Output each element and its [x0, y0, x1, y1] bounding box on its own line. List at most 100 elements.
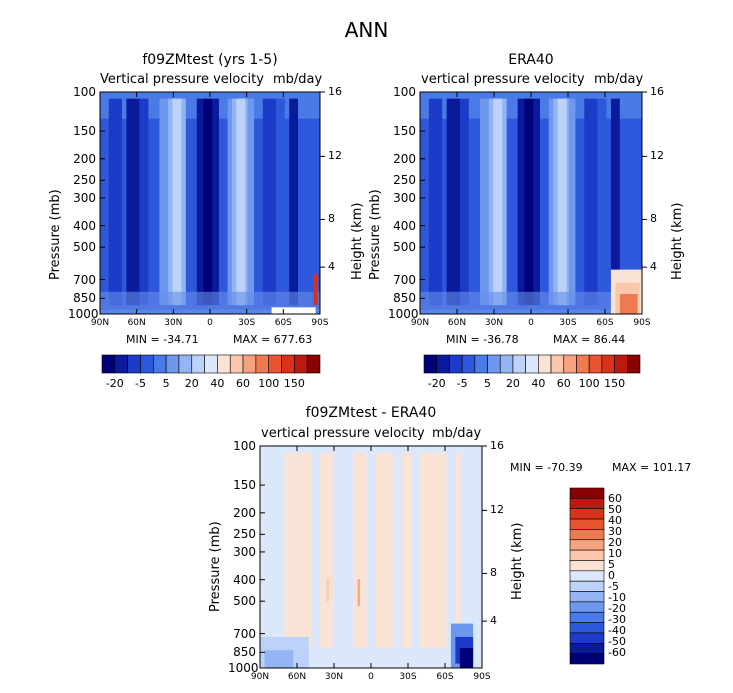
panel-obs-title: ERA40 [508, 52, 554, 68]
model-ytick-right-label: 16 [328, 85, 342, 98]
model-colorbar-box [101, 354, 116, 374]
model-colorbar-box [140, 354, 154, 374]
diff-xtick-label: 60S [436, 672, 454, 682]
obs-ytick-label: 1000 [388, 307, 419, 321]
obs-ytick-label: 200 [393, 151, 416, 166]
diff-colorbar-label: 50 [608, 503, 622, 516]
figure-title: ANN [344, 18, 389, 42]
model-colorbar-box [281, 354, 295, 374]
model-ytick-label: 250 [73, 173, 96, 188]
diff-colorbar-box [569, 632, 605, 644]
obs-colorbar-label: -20 [427, 377, 446, 390]
model-colorbar-box [217, 354, 231, 374]
diff-xtick-label: 0 [368, 672, 374, 682]
model-ytick-label: 1000 [68, 307, 99, 321]
diff-colorbar-label: 40 [608, 514, 622, 527]
obs-colorbar-label: 40 [531, 377, 546, 390]
panel-diff-units: mb/day [432, 426, 482, 441]
panel-model-units: mb/day [273, 72, 323, 87]
obs-colorbar-box [474, 354, 488, 374]
model-colorbar-box [127, 354, 141, 374]
model-colorbar-label: 150 [283, 377, 305, 390]
diff-colorbar-box [569, 622, 605, 634]
panel-model-min: MIN = -34.71 [126, 333, 199, 346]
diff-colorbar-box [569, 539, 605, 551]
obs-column [446, 98, 460, 306]
diff-positive-band [353, 452, 367, 649]
obs-column [524, 98, 534, 306]
model-column [172, 98, 182, 306]
diff-colorbar-box [569, 498, 605, 510]
diff-colorbar-label: -50 [608, 635, 626, 648]
diff-negative-core [459, 648, 474, 668]
model-column [203, 98, 213, 306]
diff-xtick-label: 90S [473, 672, 491, 682]
diff-colorbar-label: -20 [608, 602, 626, 615]
panel-diff-subtitle: vertical pressure velocity [261, 426, 425, 441]
model-colorbar-box [152, 354, 167, 374]
diff-colorbar-box [569, 601, 605, 613]
panel-obs-max: MAX = 86.44 [553, 333, 626, 346]
diff-colorbar-label: -40 [608, 624, 626, 637]
model-colorbar-label: 100 [258, 377, 280, 390]
model-xtick-label: 60N [127, 318, 146, 328]
diff-ytick-label: 1000 [228, 661, 259, 675]
model-xtick-label: 30S [238, 318, 256, 328]
obs-column [597, 98, 607, 306]
panel-model-ylabel-right: Height (km) [350, 202, 365, 280]
obs-colorbar-box [601, 354, 615, 374]
model-boundary-layer [100, 291, 320, 314]
diff-positive-band [402, 452, 411, 649]
obs-colorbar-box [461, 354, 476, 374]
obs-ytick-right-label: 12 [650, 149, 664, 163]
diff-positive-core [326, 579, 329, 602]
obs-column [557, 98, 567, 306]
obs-colorbar-box [525, 354, 539, 374]
model-colorbar-label: 20 [184, 377, 199, 390]
model-ytick-label: 400 [73, 218, 96, 233]
diff-colorbar-box [569, 611, 605, 623]
model-colorbar-box [294, 354, 308, 374]
model-ytick-right-label: 4 [328, 260, 335, 274]
model-ytick-label: 300 [73, 190, 96, 205]
obs-xtick-label: 0 [528, 318, 534, 328]
obs-colorbar-box [436, 354, 450, 374]
model-colorbar-label: 60 [236, 377, 251, 390]
diff-positive-band [455, 452, 463, 649]
diff-ytick-label: 400 [233, 572, 256, 587]
obs-colorbar-box [487, 354, 501, 374]
diff-colorbar-box [569, 580, 605, 592]
obs-ytick-label: 150 [393, 124, 416, 139]
obs-ytick-label: 500 [393, 240, 416, 255]
panel-diff-colorbar [569, 487, 605, 665]
diff-colorbar-label: 60 [608, 492, 622, 505]
diff-positive-band [319, 452, 334, 649]
obs-column [479, 98, 492, 306]
diff-colorbar-box [569, 560, 605, 572]
panel-model-max: MAX = 677.63 [233, 333, 313, 346]
diff-colorbar-box [569, 529, 605, 541]
diff-ytick-label: 500 [233, 594, 256, 609]
model-colorbar-label: 5 [162, 377, 170, 390]
obs-colorbar-label: 150 [604, 377, 626, 390]
model-column [159, 98, 171, 306]
model-colorbar-box [229, 354, 244, 374]
diff-ytick-label: 200 [233, 505, 256, 520]
obs-ytick-label: 700 [393, 272, 416, 287]
obs-column [535, 98, 540, 306]
obs-colorbar-box [550, 354, 565, 374]
panel-obs-plot [419, 91, 647, 315]
model-xtick-label: 90N [90, 318, 110, 328]
diff-xtick-label: 90N [250, 672, 270, 682]
model-ytick-label: 100 [73, 85, 96, 99]
model-colorbar-label: -20 [105, 377, 124, 390]
panel-obs-units: mb/day [594, 72, 644, 87]
obs-column [610, 98, 620, 306]
obs-colorbar-label: -5 [456, 377, 468, 390]
model-colorbar-box [204, 354, 218, 374]
diff-positive-band [419, 452, 447, 649]
panel-obs-ylabel-right: Height (km) [670, 202, 685, 280]
obs-ytick-label: 300 [393, 190, 416, 205]
diff-ytick-right-label: 12 [490, 503, 504, 517]
diff-colorbar-label: 10 [608, 547, 622, 560]
